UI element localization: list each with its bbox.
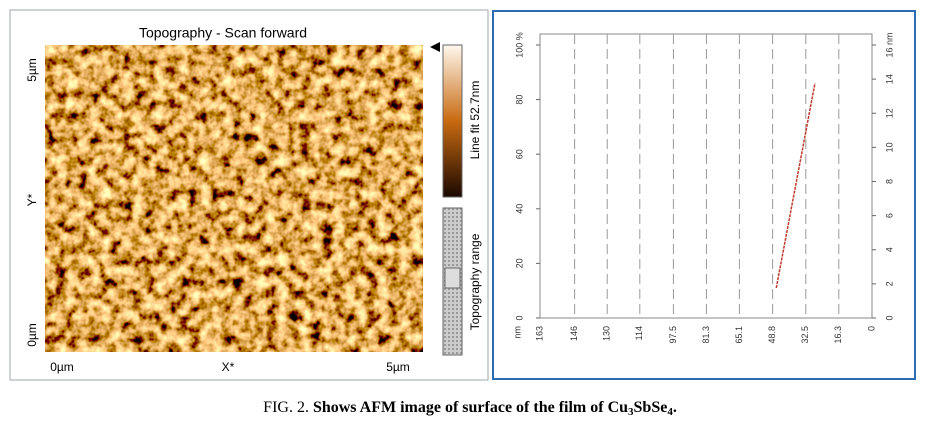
y-tick-label: 100 % [514,32,524,58]
x-tick-label: 32.5 [800,326,810,344]
afm-title: Topography - Scan forward [139,25,307,41]
range-label: Topography range [468,233,482,330]
chart-frame [492,10,916,380]
caption-part: Shows AFM image of surface of the film o… [313,399,628,416]
y-label: 0µm [25,323,39,347]
y-label: 5µm [25,58,39,82]
x-tick-label: 0 [866,326,876,331]
x-label: X* [222,360,235,374]
y-label: Y* [25,193,39,206]
x-tick-label: 97.5 [668,326,678,344]
x-tick-label: 163 [534,326,544,341]
caption-part: FIG. 2. [263,399,313,416]
y2-tick-label: 6 [884,213,894,218]
y2-tick-label: 10 [884,142,894,152]
caption-part: 3 [628,406,634,418]
y2-tick-label: 2 [884,281,894,286]
y2-tick-label: 14 [884,74,894,84]
afm-image [45,45,423,352]
y-tick-label: 40 [514,204,524,214]
y-tick-label: 0 [514,315,524,320]
y2-tick-label: 0 [884,315,894,320]
x-label: 5µm [386,360,410,374]
caption-part: . [673,399,677,416]
caption-part: SbSe [634,399,668,416]
x-tick-label: 48.8 [767,326,777,344]
x-tick-label: 130 [602,326,612,341]
y2-tick-label: 4 [884,247,894,252]
y-tick-label: 80 [514,95,524,105]
y-tick-label: 20 [514,258,524,268]
marker [430,42,440,52]
colorbar [442,44,463,198]
x-tick-label: 16.3 [833,326,843,344]
range-slider [444,267,461,289]
y2-tick-label: 12 [884,108,894,118]
caption-part: 4 [667,406,673,418]
data-line [775,83,816,289]
colorbar-label: Line fit 52.7nm [468,81,482,160]
x-label: 0µm [50,360,74,374]
x-tick-label: 114 [634,326,644,340]
x-axis-label: nm [512,326,522,339]
y2-tick-label: 8 [884,179,894,184]
x-tick-label: 146 [569,326,579,341]
caption: FIG. 2. Shows AFM image of surface of th… [263,399,677,418]
x-tick-label: 65.1 [734,326,744,344]
y-tick-label: 60 [514,149,524,159]
y2-tick-label: 16 nm [884,32,894,57]
x-tick-label: 81.3 [701,326,711,344]
